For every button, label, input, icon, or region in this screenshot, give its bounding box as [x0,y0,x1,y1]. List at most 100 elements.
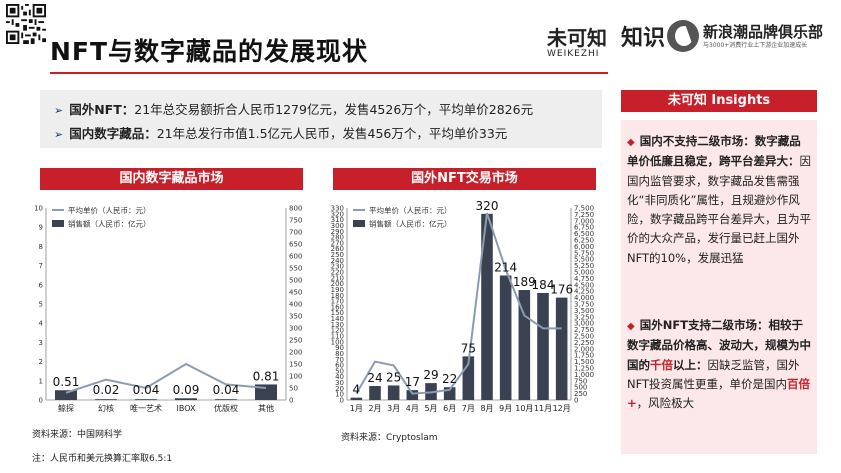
summary-line-1-label: 国外NFT： [69,102,135,117]
bar-data-label: 0.02 [93,383,120,397]
exchange-rate-note: 注：人民币和美元换算汇率取6.5:1 [32,454,173,464]
y-tick-label-left: 6 [39,281,44,289]
y-tick-label-left: 140 [331,315,344,323]
insight-1-bold: 国内不支持二级市场：数字藏品单价低廉且稳定，跨平台差异大： [627,134,801,169]
y-tick-label-right: 0 [289,397,293,405]
chart-overseas-source: 资料来源：Cryptoslam [341,433,438,443]
y-tick-label-left: 130 [331,321,344,329]
y-tick-label-left: 10 [34,205,43,213]
chart-domestic-source: 资料来源：中国网科学 [32,430,123,440]
y-tick-label-left: 210 [331,274,344,282]
y-tick-label-right: 400 [289,301,302,309]
legend-bar-swatch [353,220,365,227]
bar-data-label: 184 [532,278,555,292]
y-tick-label-right: 3,250 [574,313,594,321]
bar-data-label: 24 [367,371,382,385]
y-tick-label-right: 550 [289,265,302,273]
y-tick-label-right: 750 [289,217,302,225]
brand-logo: 未可知 WEIKEZHI [547,22,607,59]
y-tick-label-right: 7,250 [574,211,594,219]
y-tick-label-left: 4 [39,320,44,328]
summary-line-1-text: 21年总交易额折合人民币1279亿元，发售4526万个，平均单价2826元 [134,102,534,117]
bar [95,399,117,400]
insight-2-red-1: 千倍 [650,357,673,372]
y-tick-label-left: 160 [331,303,344,311]
y-tick-label-right: 500 [289,277,302,285]
y-tick-label-right: 250 [289,337,302,345]
y-tick-label-left: 230 [331,263,344,271]
y-tick-label-left: 180 [331,292,344,300]
title-underline [50,72,608,74]
y-tick-label-right: 4,000 [574,294,594,302]
y-tick-label-right: 0 [574,397,578,405]
bar-data-label: 189 [513,275,536,289]
bar-data-label: 214 [494,260,517,274]
y-tick-label-left: 300 [331,222,344,230]
insight-2-bold-1: 国外NFT支持二级市场：相较于数字藏品价格高、波动大，规模为中国的 [627,318,811,372]
bar-data-label: 320 [476,199,499,213]
y-tick-label-right: 6,500 [574,230,594,238]
x-tick-label: 3月 [387,404,400,413]
bar-data-label: 22 [442,372,457,386]
y-tick-label-right: 2,250 [574,339,594,347]
x-tick-label: 12月 [553,404,571,413]
legend-bar-label: 销售额（人民币：亿元） [369,219,452,229]
y-tick-label-right: 5,000 [574,269,594,277]
y-tick-label-left: 150 [331,309,344,317]
x-tick-label: 唯一艺术 [130,403,162,413]
y-tick-label-right: 7,500 [574,205,594,213]
summary-line-2-label: 国内数字藏品： [69,126,157,141]
y-tick-label-left: 170 [331,298,344,306]
insight-item-2: ◆ 国外NFT支持二级市场：相较于数字藏品价格高、波动大，规模为中国的千倍以上：因… [627,316,811,413]
y-tick-label-right: 450 [289,289,302,297]
y-tick-label-right: 150 [289,361,302,369]
bar-data-label: 4 [353,383,361,397]
y-tick-label-right: 250 [574,390,587,398]
legend-line-label: 平均单价（人民币：元） [68,205,151,215]
y-tick-label-right: 50 [289,385,298,393]
legend-line-label: 平均单价（人民币：元） [369,205,452,215]
bar-data-label: 0.09 [173,383,200,397]
y-tick-label-left: 3 [39,339,43,347]
y-tick-label-right: 1,750 [574,352,594,360]
y-tick-label-left: 10 [335,391,344,399]
x-tick-label: 5月 [424,404,437,413]
insights-header: 未可知 Insights [621,90,817,112]
y-tick-label-right: 500 [574,384,587,392]
y-tick-label-right: 4,500 [574,281,594,289]
y-tick-label-right: 1,000 [574,371,594,379]
chart-overseas-title: 国外NFT交易市场 [333,168,596,190]
arrow-right-icon: ➢ [54,128,64,141]
chart-domestic: 0123456789100501001502002503003504004505… [34,205,302,414]
chart-domestic-title: 国内数字藏品市场 [40,168,303,190]
x-tick-label: 11月 [534,404,552,413]
y-tick-label-right: 3,750 [574,301,594,309]
chart-overseas: 0102030405060708090100110120130140150160… [331,199,594,413]
y-tick-label-left: 30 [335,379,344,387]
y-tick-label-right: 1,500 [574,358,594,366]
bar [406,390,419,400]
y-tick-label-left: 110 [331,333,344,341]
y-tick-label-left: 120 [331,327,344,335]
x-tick-label: 9月 [499,404,512,413]
diamond-icon: ◆ [627,321,635,332]
y-tick-label-left: 5 [39,301,43,309]
y-tick-label-left: 240 [331,257,344,265]
bar-data-label: 25 [386,370,401,384]
insight-1-text: 因国内监管要求，数字藏品发售需强化“非同质化”属性，且规避炒作风险，数字藏品跨平… [627,154,811,265]
x-tick-label: 1月 [350,404,363,413]
y-tick-label-left: 2 [39,358,43,366]
y-tick-label-right: 800 [289,205,302,213]
y-tick-label-right: 7,000 [574,217,594,225]
brand-zhishi: 知识 [621,26,666,51]
bar [555,297,568,400]
y-tick-label-right: 2,500 [574,333,594,341]
y-tick-label-left: 7 [39,262,43,270]
bar [462,356,475,400]
insight-2-text-1: 因缺乏监管，国外NFT投资属性更重，单价是国内 [627,357,800,391]
x-tick-label: 2月 [368,404,381,413]
y-tick-label-left: 320 [331,210,344,218]
brand-logo-sub: WEIKEZHI [547,49,600,59]
y-tick-label-right: 2,000 [574,345,594,353]
y-tick-label-left: 1 [39,377,43,385]
